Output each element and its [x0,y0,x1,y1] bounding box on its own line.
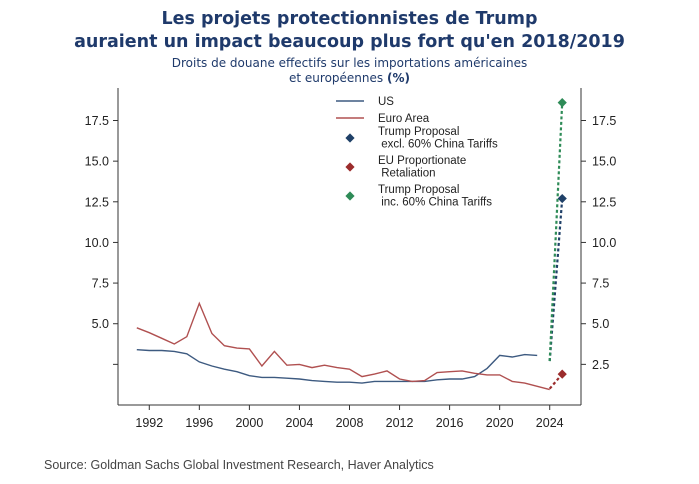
legend-label-us-line-1: US [378,96,394,108]
x-tick-label-2000: 2000 [235,416,263,430]
x-tick-label-2008: 2008 [336,416,364,430]
y-tick-label-right-15-0: 15.0 [592,155,616,169]
series-marker-eu-proportionate-retaliation [557,369,567,379]
y-tick-label-right-17-5: 17.5 [592,114,616,128]
series-marker-trump-proposal-excl-60-china-tariffs [557,193,567,204]
x-tick-label-1992: 1992 [135,416,163,430]
x-tick-label-2024: 2024 [536,416,564,430]
series-dashed-trump-proposal-inc-60-china-tariffs [548,102,564,362]
y-tick-label-left-5-0: 5.0 [92,317,109,331]
legend-label-trump-proposal-inc-60-china-tariffs-line-1: Trump Proposal [378,184,459,196]
y-tick-label-left-12-5: 12.5 [85,195,109,209]
subtitle-line-1: Droits de douane effectifs sur les impor… [171,56,528,70]
series-marker-trump-proposal-inc-60-china-tariffs [557,98,567,108]
y-tick-label-right-10-0: 10.0 [592,236,616,250]
x-tick-label-2004: 2004 [286,416,314,430]
x-tick-label-2012: 2012 [386,416,414,430]
title-line-2: auraient un impact beaucoup plus fort qu… [74,32,625,52]
title-line-1: Les projets protectionnistes de Trump [161,9,538,29]
legend-label-euro-area-line-1: Euro Area [378,113,430,125]
y-tick-label-left-15-0: 15.0 [85,155,109,169]
source-note: Source: Goldman Sachs Global Investment … [44,458,434,472]
x-tick-label-2020: 2020 [486,416,514,430]
subtitle-unit: (%) [386,71,410,85]
y-tick-label-right-12-5: 12.5 [592,195,616,209]
legend-label-eu-proportionate-retaliation-line-2: Retaliation [378,168,436,180]
legend-label-eu-proportionate-retaliation-line-1: EU Proportionate [378,155,466,167]
y-tick-label-left-7-5: 7.5 [92,277,109,291]
legend-swatch-trump-proposal-excl-60-china-tariffs [345,133,355,143]
y-tick-label-left-17-5: 17.5 [85,114,109,128]
y-tick-label-right-2-5: 2.5 [592,358,609,372]
subtitle-line-2: et européennes (%) [0,71,699,86]
chart-subtitle: Droits de douane effectifs sur les impor… [0,56,699,86]
x-tick-label-2016: 2016 [436,416,464,430]
y-tick-label-right-7-5: 7.5 [592,277,609,291]
y-tick-label-left-10-0: 10.0 [85,236,109,250]
legend-swatch-eu-proportionate-retaliation [345,162,355,172]
subtitle-line-2-text: et européennes [289,71,384,85]
chart-title: Les projets protectionnistes de Trump au… [0,8,699,54]
series-line-us [136,349,538,384]
y-tick-label-right-5-0: 5.0 [592,317,609,331]
legend-label-trump-proposal-excl-60-china-tariffs-line-1: Trump Proposal [378,126,459,138]
legend-label-trump-proposal-inc-60-china-tariffs-line-2: inc. 60% China Tariffs [378,197,492,209]
x-tick-label-1996: 1996 [185,416,213,430]
legend-swatch-trump-proposal-inc-60-china-tariffs [345,191,355,201]
legend-label-trump-proposal-excl-60-china-tariffs-line-2: excl. 60% China Tariffs [378,139,498,151]
series-line-euro-area [136,301,550,391]
